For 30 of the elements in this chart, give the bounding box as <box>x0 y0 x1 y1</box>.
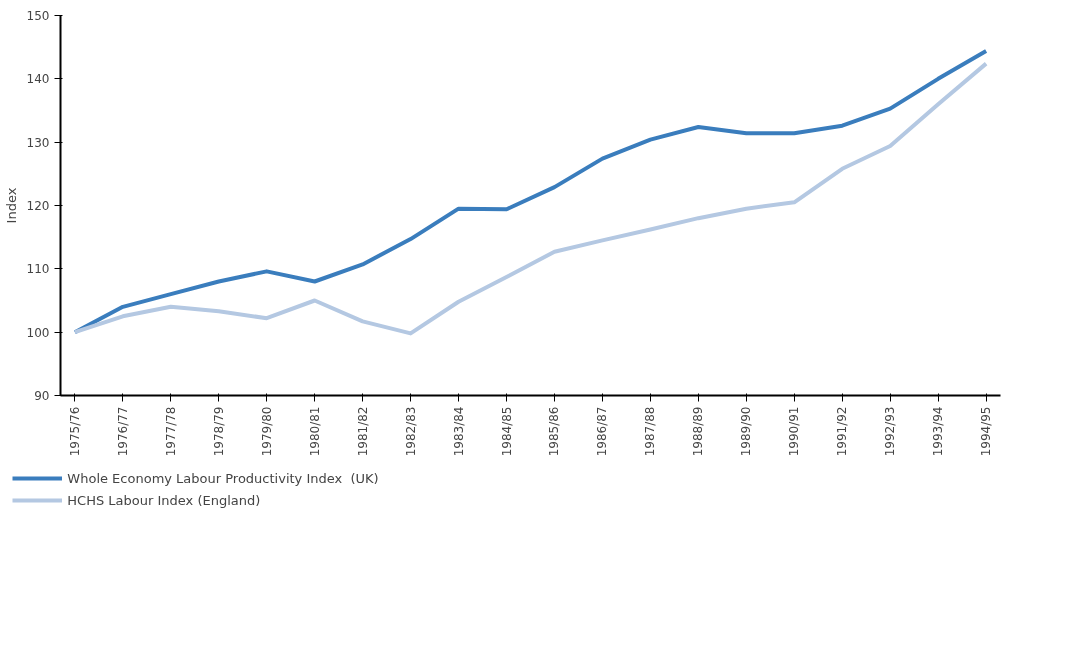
x-tick-label: 1978/79 <box>211 406 226 457</box>
y-tick-label: 130 <box>26 135 50 150</box>
x-tick-label: 1987/88 <box>643 406 658 457</box>
x-tick-label: 1990/91 <box>787 406 802 457</box>
y-axis-title: Index <box>3 187 19 224</box>
x-tick-label: 1986/87 <box>595 406 610 457</box>
x-tick-label: 1981/82 <box>355 406 370 457</box>
legend-label: Whole Economy Labour Productivity Index (UK) <box>67 470 379 486</box>
x-tick-label: 1984/85 <box>499 406 514 457</box>
y-tick-label: 140 <box>26 72 50 87</box>
x-tick-label: 1975/76 <box>67 406 82 457</box>
x-tick-label: 1992/93 <box>883 406 898 457</box>
x-tick-label: 1989/90 <box>739 406 754 457</box>
x-tick-label: 1993/94 <box>931 406 946 457</box>
y-tick-label: 100 <box>26 325 50 340</box>
x-tick-label: 1979/80 <box>259 406 274 457</box>
y-tick-label: 90 <box>34 389 50 403</box>
x-tick-label: 1977/78 <box>163 406 178 457</box>
x-tick-label: 1983/84 <box>451 406 466 457</box>
x-tick-label: 1985/86 <box>547 406 562 457</box>
x-tick-label: 1976/77 <box>115 406 130 457</box>
x-tick-label: 1982/83 <box>403 406 418 457</box>
x-tick-label: 1991/92 <box>835 406 850 457</box>
y-tick-label: 110 <box>26 262 50 277</box>
x-tick-label: 1994/95 <box>979 406 994 457</box>
y-tick-label: 120 <box>26 199 50 213</box>
x-tick-label: 1980/81 <box>307 406 322 457</box>
x-tick-label: 1988/89 <box>691 406 706 457</box>
y-tick-label: 150 <box>26 9 50 23</box>
legend-label: HCHS Labour Index (England) <box>67 492 261 508</box>
